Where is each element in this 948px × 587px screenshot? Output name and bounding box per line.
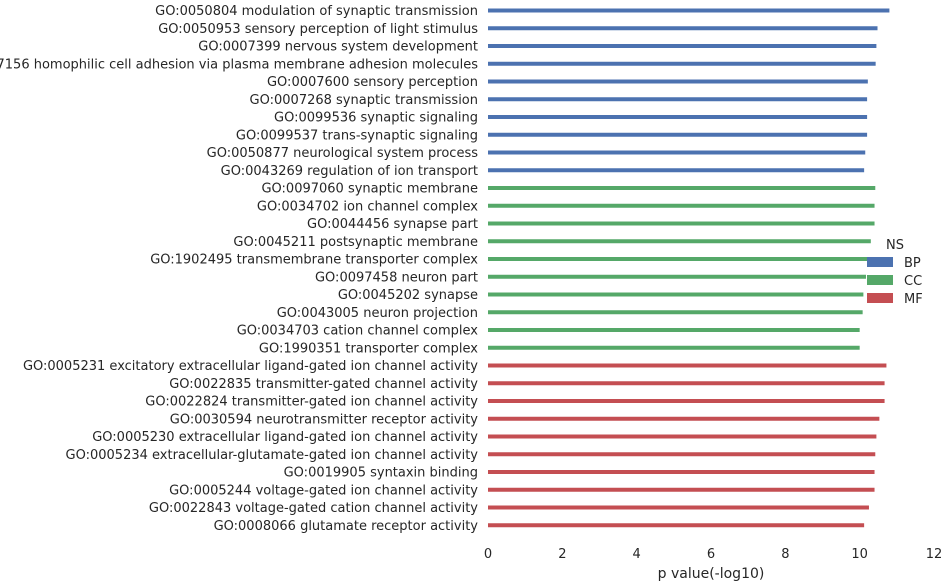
x-tick-label: 0 [484, 547, 492, 562]
category-label: GO:0097458 neuron part [315, 270, 478, 285]
x-tick-label: 8 [781, 547, 789, 562]
category-label: GO:0099537 trans-synaptic signaling [236, 128, 478, 143]
bars-layer [488, 8, 890, 528]
legend-title: NS [886, 238, 904, 253]
category-label: GO:0007268 synaptic transmission [250, 93, 478, 108]
bar-mf [488, 363, 887, 368]
bar-mf [488, 452, 876, 457]
bar-bp [488, 61, 876, 66]
legend-entries: BP CC MF [867, 256, 923, 307]
legend-swatch-bp [867, 257, 893, 267]
category-label: GO:1902495 transmembrane transporter com… [150, 253, 478, 268]
x-axis: 0 2 4 6 8 10 12 [484, 547, 942, 562]
bar-bp [488, 168, 865, 173]
category-label: GO:0050877 neurological system process [207, 146, 479, 161]
bar-cc [488, 186, 876, 190]
bar-bp [488, 150, 866, 155]
category-label: GO:0007600 sensory perception [267, 75, 478, 90]
legend-swatch-cc [867, 275, 893, 285]
bar-cc [488, 345, 860, 350]
bar-bp [488, 97, 868, 102]
bar-cc [488, 203, 875, 208]
bar-mf [488, 470, 875, 474]
category-labels: GO:0050804 modulation of synaptic transm… [0, 4, 478, 534]
bar-mf [488, 523, 865, 528]
bar-cc [488, 221, 875, 226]
category-label: GO:0022843 voltage-gated cation channel … [149, 501, 478, 516]
category-label: GO:0022835 transmitter-gated channel act… [169, 377, 478, 392]
bar-mf [488, 381, 885, 386]
category-label: GO:0005234 extracellular-glutamate-gated… [66, 448, 479, 463]
bar-cc [488, 292, 864, 297]
category-label: GO:0034703 cation channel complex [237, 324, 479, 339]
category-label: GO:0005230 extracellular ligand-gated io… [92, 430, 478, 445]
category-label: GO:0050804 modulation of synaptic transm… [155, 4, 478, 19]
bar-bp [488, 26, 878, 31]
category-label: GO:0030594 neurotransmitter receptor act… [170, 412, 479, 427]
x-tick-label: 12 [926, 547, 943, 562]
bar-mf [488, 487, 875, 492]
category-label: GO:0097060 synaptic membrane [261, 182, 478, 197]
category-label: GO:1990351 transporter complex [259, 341, 478, 356]
category-label: GO:0005244 voltage-gated ion channel act… [169, 483, 478, 498]
category-label: GO:0034702 ion channel complex [257, 199, 478, 214]
bar-bp [488, 44, 877, 48]
bar-cc [488, 328, 860, 332]
bar-cc [488, 257, 868, 261]
category-label: GO:0008066 glutamate receptor activity [214, 519, 479, 534]
x-tick-label: 2 [558, 547, 566, 562]
category-label: GO:0007156 homophilic cell adhesion via … [0, 57, 478, 72]
x-axis-label: p value(-log10) [658, 566, 765, 582]
bar-cc [488, 310, 863, 315]
legend: NS BP CC MF [867, 238, 923, 307]
legend-swatch-mf [867, 293, 893, 303]
category-label: GO:0044456 synapse part [307, 217, 478, 232]
bar-mf [488, 416, 880, 421]
bar-cc [488, 239, 871, 244]
category-label: GO:0099536 synaptic signaling [274, 111, 478, 126]
legend-label-mf: MF [904, 292, 923, 307]
category-label: GO:0050953 sensory perception of light s… [158, 22, 478, 37]
category-label: GO:0043269 regulation of ion transport [221, 164, 478, 179]
bar-mf [488, 505, 869, 510]
legend-label-cc: CC [904, 274, 922, 289]
bar-bp [488, 8, 890, 13]
bar-bp [488, 115, 868, 119]
category-label: GO:0007399 nervous system development [198, 40, 478, 55]
x-tick-label: 6 [707, 547, 715, 562]
bar-bp [488, 132, 868, 137]
category-label: GO:0045202 synapse [338, 288, 478, 303]
legend-label-bp: BP [904, 256, 921, 271]
bar-cc [488, 274, 866, 279]
category-label: GO:0022824 transmitter-gated ion channel… [145, 395, 478, 410]
category-label: GO:0045211 postsynaptic membrane [233, 235, 478, 250]
x-tick-label: 4 [633, 547, 641, 562]
bar-mf [488, 399, 885, 403]
category-label: GO:0005231 excitatory extracellular liga… [23, 359, 478, 374]
category-label: GO:0019905 syntaxin binding [284, 466, 478, 481]
x-tick-label: 10 [851, 547, 868, 562]
category-label: GO:0043005 neuron projection [277, 306, 478, 321]
bar-bp [488, 79, 868, 84]
bar-mf [488, 434, 877, 439]
